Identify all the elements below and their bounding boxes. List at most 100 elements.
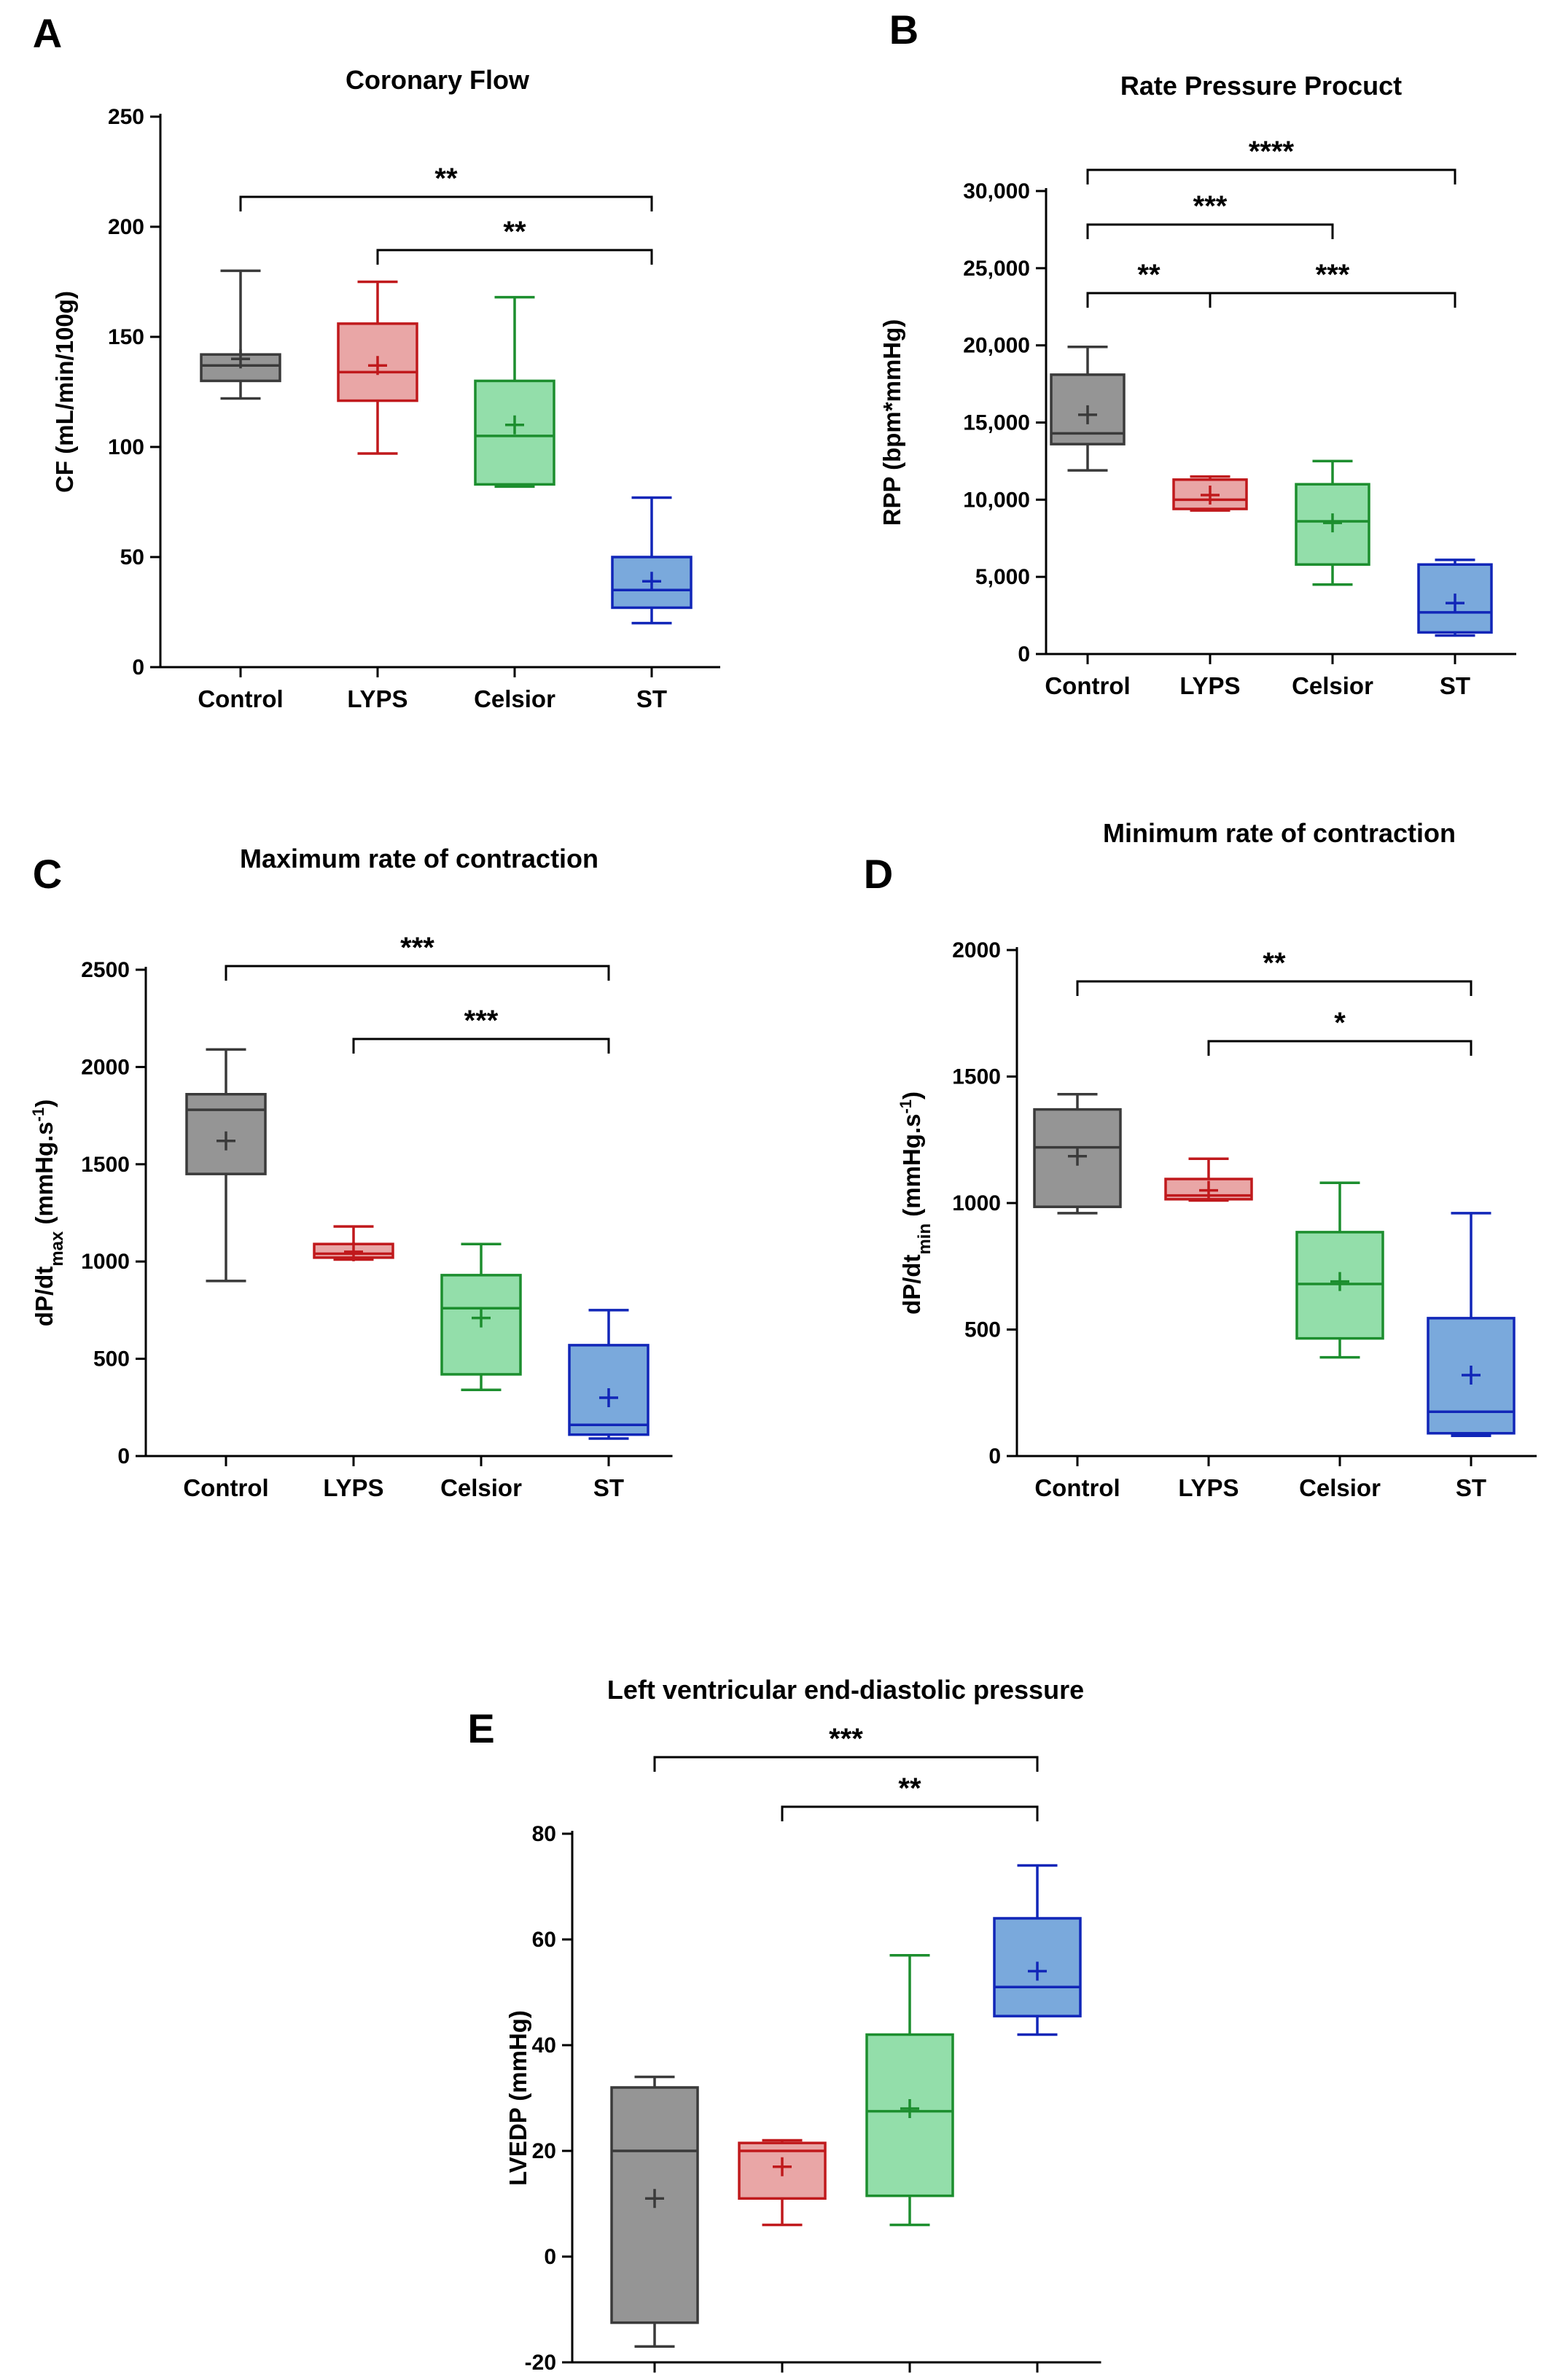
mean-marker <box>472 1308 491 1328</box>
box-celsior <box>1295 1181 1384 1359</box>
box-control <box>185 1048 267 1283</box>
panel-d: D Minimum rate of contraction 0 500 1000 1500… <box>864 818 1537 1501</box>
chart-title: Rate Pressure Procuct <box>1120 71 1402 101</box>
panel-label: A <box>33 10 62 56</box>
significance-bracket: *** <box>225 932 610 981</box>
chart-title: Coronary Flow <box>346 65 530 95</box>
y-tick-label: 5,000 <box>975 565 1030 589</box>
y-tick-label: 15,000 <box>963 411 1030 435</box>
mean-marker <box>368 356 387 375</box>
bracket-line <box>1076 980 1473 996</box>
bracket-line <box>239 195 653 211</box>
significance-stars: *** <box>1193 190 1228 222</box>
chart-title: Left ventricular end-diastolic pressure <box>607 1675 1084 1705</box>
y-tick-label: 1500 <box>952 1065 1001 1089</box>
chart-title: Maximum rate of contraction <box>240 844 598 873</box>
bracket-line <box>225 965 610 981</box>
y-axis-label: dP/dtmin (mmHg.s-1) <box>897 1091 935 1315</box>
significance-stars: *** <box>464 1005 499 1037</box>
y-axis-label: CF (mL/min/100g) <box>51 291 78 493</box>
x-tick-label-celsior: Celsior <box>1299 1474 1381 1501</box>
significance-stars: * <box>1334 1007 1346 1039</box>
x-tick-label-celsior: Celsior <box>474 685 555 712</box>
box-st <box>993 1864 1082 2036</box>
bracket-line <box>781 1805 1039 1821</box>
significance-bracket: * <box>1207 1007 1473 1056</box>
significance-bracket: *** <box>352 1005 610 1054</box>
y-tick-label: 2000 <box>952 938 1001 962</box>
mean-marker <box>1199 1180 1218 1200</box>
y-tick-label: 0 <box>132 655 144 680</box>
y-tick-label: 150 <box>108 325 144 349</box>
y-tick-label: 2500 <box>81 958 130 982</box>
y-tick-label: 50 <box>120 545 144 569</box>
box-celsior <box>440 1242 522 1392</box>
y-tick-label: 250 <box>108 105 144 129</box>
significance-stars: ** <box>434 163 458 195</box>
bracket-line <box>653 1756 1039 1772</box>
bracket-line <box>1086 168 1456 184</box>
x-tick-label-lyps: LYPS <box>1178 1474 1239 1501</box>
significance-bracket: ** <box>1076 947 1473 996</box>
mean-marker <box>1078 405 1097 424</box>
y-tick-label: 60 <box>532 1928 556 1952</box>
significance-stars: *** <box>400 932 434 964</box>
x-tick-label-st: ST <box>1440 672 1470 699</box>
mean-marker <box>773 2157 792 2176</box>
box-lyps <box>1172 475 1248 512</box>
bracket-line <box>352 1038 610 1054</box>
y-tick-label: 1000 <box>81 1250 130 1274</box>
box-control <box>1050 346 1126 472</box>
mean-marker <box>1028 1961 1047 1981</box>
mean-marker <box>217 1131 235 1151</box>
box-control <box>200 269 281 400</box>
significance-bracket: *** <box>653 1723 1039 1772</box>
bracket-line <box>1209 292 1456 308</box>
box-lyps <box>738 2138 827 2227</box>
box-st <box>1427 1212 1516 1437</box>
x-tick-label-control: Control <box>183 1474 268 1501</box>
y-tick-label: 25,000 <box>963 257 1030 281</box>
significance-bracket: ** <box>781 1772 1039 1821</box>
y-tick-label: 40 <box>532 2034 556 2058</box>
panel-e: E Left ventricular end-diastolic pressure… <box>467 1675 1101 2374</box>
box-st <box>568 1309 650 1440</box>
x-tick-label-st: ST <box>1456 1474 1486 1501</box>
significance-stars: *** <box>1316 259 1350 291</box>
mean-marker <box>642 572 661 591</box>
panel-label: D <box>864 851 893 897</box>
bracket-line <box>1086 292 1212 308</box>
y-tick-label: 1000 <box>952 1191 1001 1215</box>
y-axis-label: LVEDP (mmHg) <box>504 2010 531 2186</box>
mean-marker <box>645 2189 664 2208</box>
box-lyps <box>313 1225 394 1261</box>
panel-label: C <box>33 851 62 897</box>
bracket-line <box>376 249 653 265</box>
box-celsior <box>865 1954 954 2227</box>
box-iqr <box>610 2086 699 2324</box>
y-tick-label: 500 <box>964 1318 1001 1342</box>
mean-marker <box>1330 1272 1349 1291</box>
significance-stars: **** <box>1249 136 1295 168</box>
bracket-line <box>1207 1040 1473 1056</box>
mean-marker <box>599 1388 618 1407</box>
significance-bracket: ** <box>239 163 653 211</box>
x-tick-label-lyps: LYPS <box>347 685 407 712</box>
y-tick-label: 80 <box>532 1822 556 1846</box>
x-tick-label-st: ST <box>593 1474 624 1501</box>
x-tick-label-control: Control <box>1034 1474 1120 1501</box>
x-tick-label-control: Control <box>1045 672 1130 699</box>
chart-title: Minimum rate of contraction <box>1103 818 1456 848</box>
y-axis-label: RPP (bpm*mmHg) <box>878 319 905 526</box>
panel-label: B <box>889 7 918 52</box>
significance-stars: ** <box>1137 259 1161 291</box>
box-celsior <box>474 295 555 489</box>
y-tick-label: 1500 <box>81 1153 130 1177</box>
significance-stars: ** <box>898 1772 921 1805</box>
box-st <box>611 496 693 625</box>
panel-b: B Rate Pressure Procuct 0 5,000 10,000 15,000… <box>878 7 1516 699</box>
x-tick-label-celsior: Celsior <box>1292 672 1373 699</box>
panel-label: E <box>467 1705 494 1751</box>
box-celsior <box>1295 459 1370 586</box>
